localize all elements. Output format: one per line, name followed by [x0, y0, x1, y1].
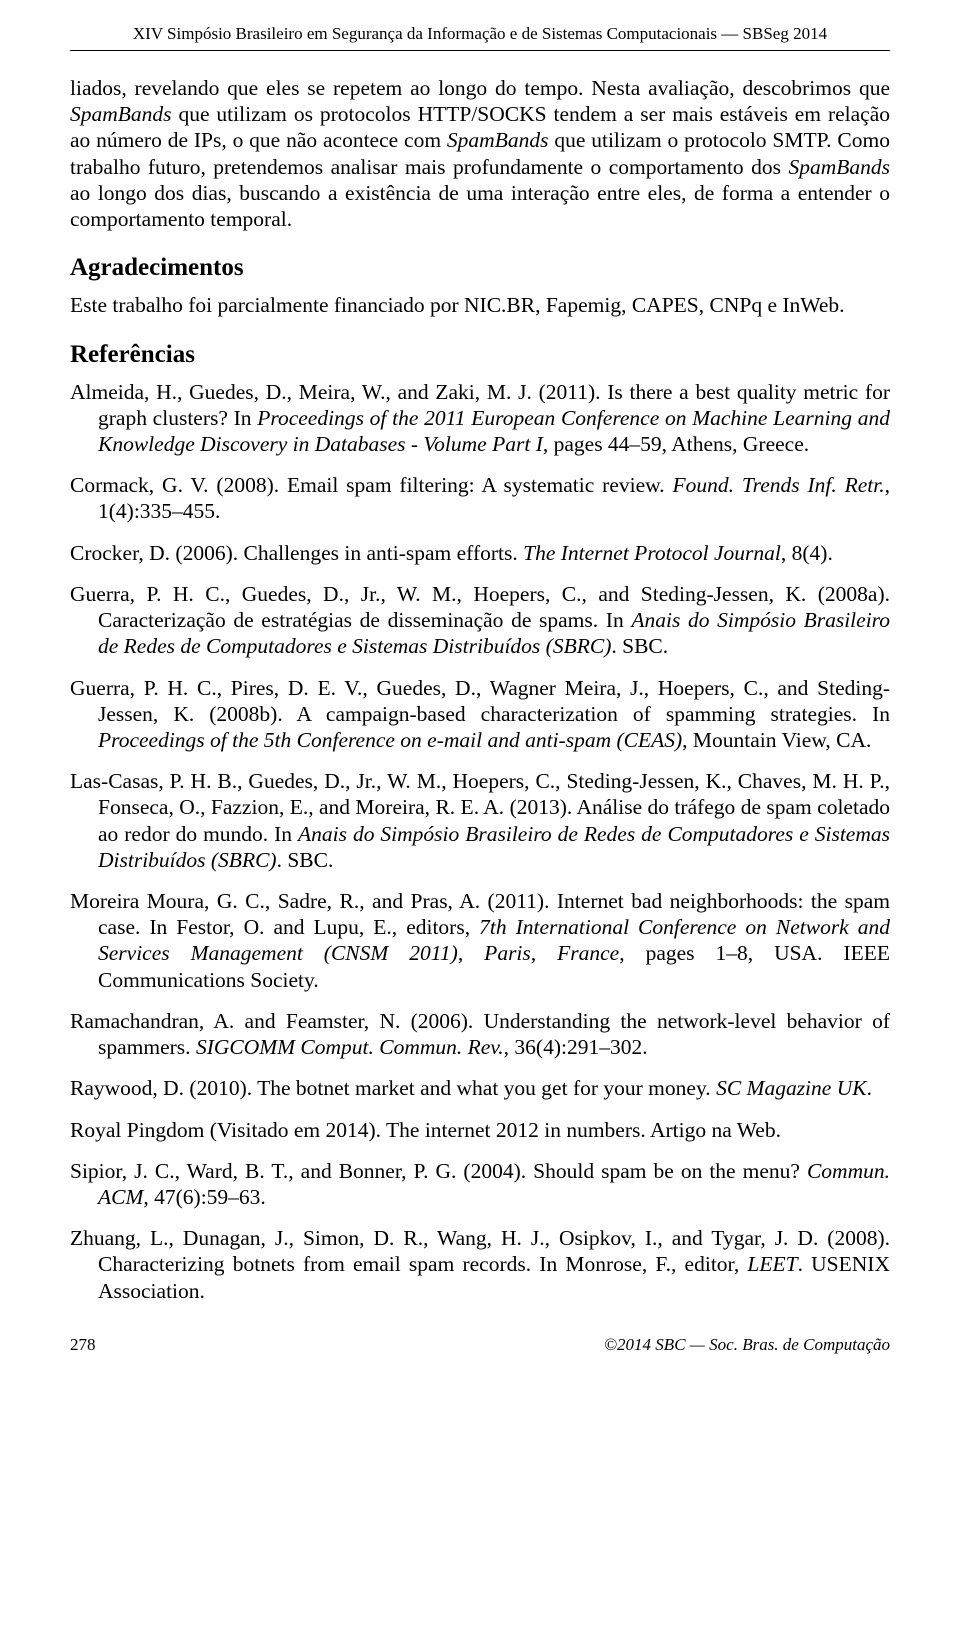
- acknowledgments-text: Este trabalho foi parcialmente financiad…: [70, 292, 890, 318]
- ref-text: . SBC.: [611, 634, 668, 658]
- ref-text: , 47(6):59–63.: [143, 1185, 265, 1209]
- ref-venue: Found. Trends Inf. Retr.: [673, 473, 885, 497]
- reference-entry: Guerra, P. H. C., Guedes, D., Jr., W. M.…: [70, 581, 890, 660]
- ref-text: Cormack, G. V. (2008). Email spam filter…: [70, 473, 673, 497]
- page-number: 278: [70, 1335, 96, 1355]
- text-segment: ao longo dos dias, buscando a existência…: [70, 181, 890, 231]
- section-acknowledgments-title: Agradecimentos: [70, 254, 890, 282]
- term-spambands: SpamBands: [447, 128, 549, 152]
- ref-venue: LEET: [747, 1252, 797, 1276]
- header-rule: [70, 50, 890, 51]
- page-footer: 278 ©2014 SBC — Soc. Bras. de Computação: [70, 1334, 890, 1355]
- ref-venue: SIGCOMM Comput. Commun. Rev.: [196, 1035, 504, 1059]
- ref-text: , pages 44–59, Athens, Greece.: [543, 432, 809, 456]
- ref-text: Royal Pingdom (Visitado em 2014). The in…: [70, 1118, 781, 1142]
- reference-entry: Raywood, D. (2010). The botnet market an…: [70, 1075, 890, 1101]
- ref-text: , 8(4).: [781, 541, 833, 565]
- ref-venue: The Internet Protocol Journal: [523, 541, 781, 565]
- ref-venue: Proceedings of the 5th Conference on e-m…: [98, 728, 682, 752]
- page-container: XIV Simpósio Brasileiro em Segurança da …: [0, 0, 960, 1385]
- term-spambands: SpamBands: [70, 102, 172, 126]
- continuation-paragraph: liados, revelando que eles se repetem ao…: [70, 75, 890, 232]
- ref-text: Sipior, J. C., Ward, B. T., and Bonner, …: [70, 1159, 807, 1183]
- reference-entry: Ramachandran, A. and Feamster, N. (2006)…: [70, 1008, 890, 1060]
- reference-entry: Zhuang, L., Dunagan, J., Simon, D. R., W…: [70, 1225, 890, 1304]
- text-segment: liados, revelando que eles se repetem ao…: [70, 76, 890, 100]
- running-head: XIV Simpósio Brasileiro em Segurança da …: [70, 24, 890, 44]
- reference-entry: Royal Pingdom (Visitado em 2014). The in…: [70, 1117, 890, 1143]
- ref-text: . SBC.: [277, 848, 334, 872]
- term-spambands: SpamBands: [788, 155, 890, 179]
- ref-text: .: [867, 1076, 872, 1100]
- reference-entry: Cormack, G. V. (2008). Email spam filter…: [70, 472, 890, 524]
- reference-entry: Sipior, J. C., Ward, B. T., and Bonner, …: [70, 1158, 890, 1210]
- footer-copyright: ©2014 SBC — Soc. Bras. de Computação: [604, 1335, 890, 1355]
- ref-text: , Mountain View, CA.: [682, 728, 871, 752]
- ref-venue: SC Magazine UK: [716, 1076, 867, 1100]
- ref-text: Crocker, D. (2006). Challenges in anti-s…: [70, 541, 523, 565]
- reference-entry: Guerra, P. H. C., Pires, D. E. V., Guede…: [70, 675, 890, 754]
- reference-entry: Las-Casas, P. H. B., Guedes, D., Jr., W.…: [70, 768, 890, 873]
- ref-text: Guerra, P. H. C., Pires, D. E. V., Guede…: [70, 676, 890, 726]
- section-references-title: Referências: [70, 341, 890, 369]
- reference-entry: Moreira Moura, G. C., Sadre, R., and Pra…: [70, 888, 890, 993]
- ref-text: , 36(4):291–302.: [504, 1035, 648, 1059]
- reference-entry: Crocker, D. (2006). Challenges in anti-s…: [70, 540, 890, 566]
- reference-entry: Almeida, H., Guedes, D., Meira, W., and …: [70, 379, 890, 458]
- ref-text: Raywood, D. (2010). The botnet market an…: [70, 1076, 716, 1100]
